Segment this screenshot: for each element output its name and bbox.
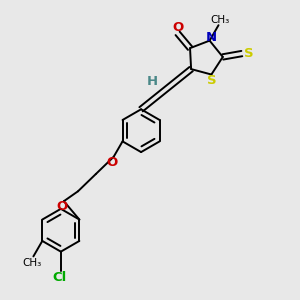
- Text: CH₃: CH₃: [22, 258, 41, 268]
- Text: N: N: [206, 31, 217, 44]
- Text: CH₃: CH₃: [210, 15, 230, 25]
- Text: Cl: Cl: [52, 271, 67, 284]
- Text: O: O: [57, 200, 68, 213]
- Text: O: O: [106, 156, 118, 169]
- Text: H: H: [146, 75, 158, 88]
- Text: S: S: [244, 47, 253, 60]
- Text: O: O: [172, 21, 183, 34]
- Text: S: S: [207, 74, 216, 87]
